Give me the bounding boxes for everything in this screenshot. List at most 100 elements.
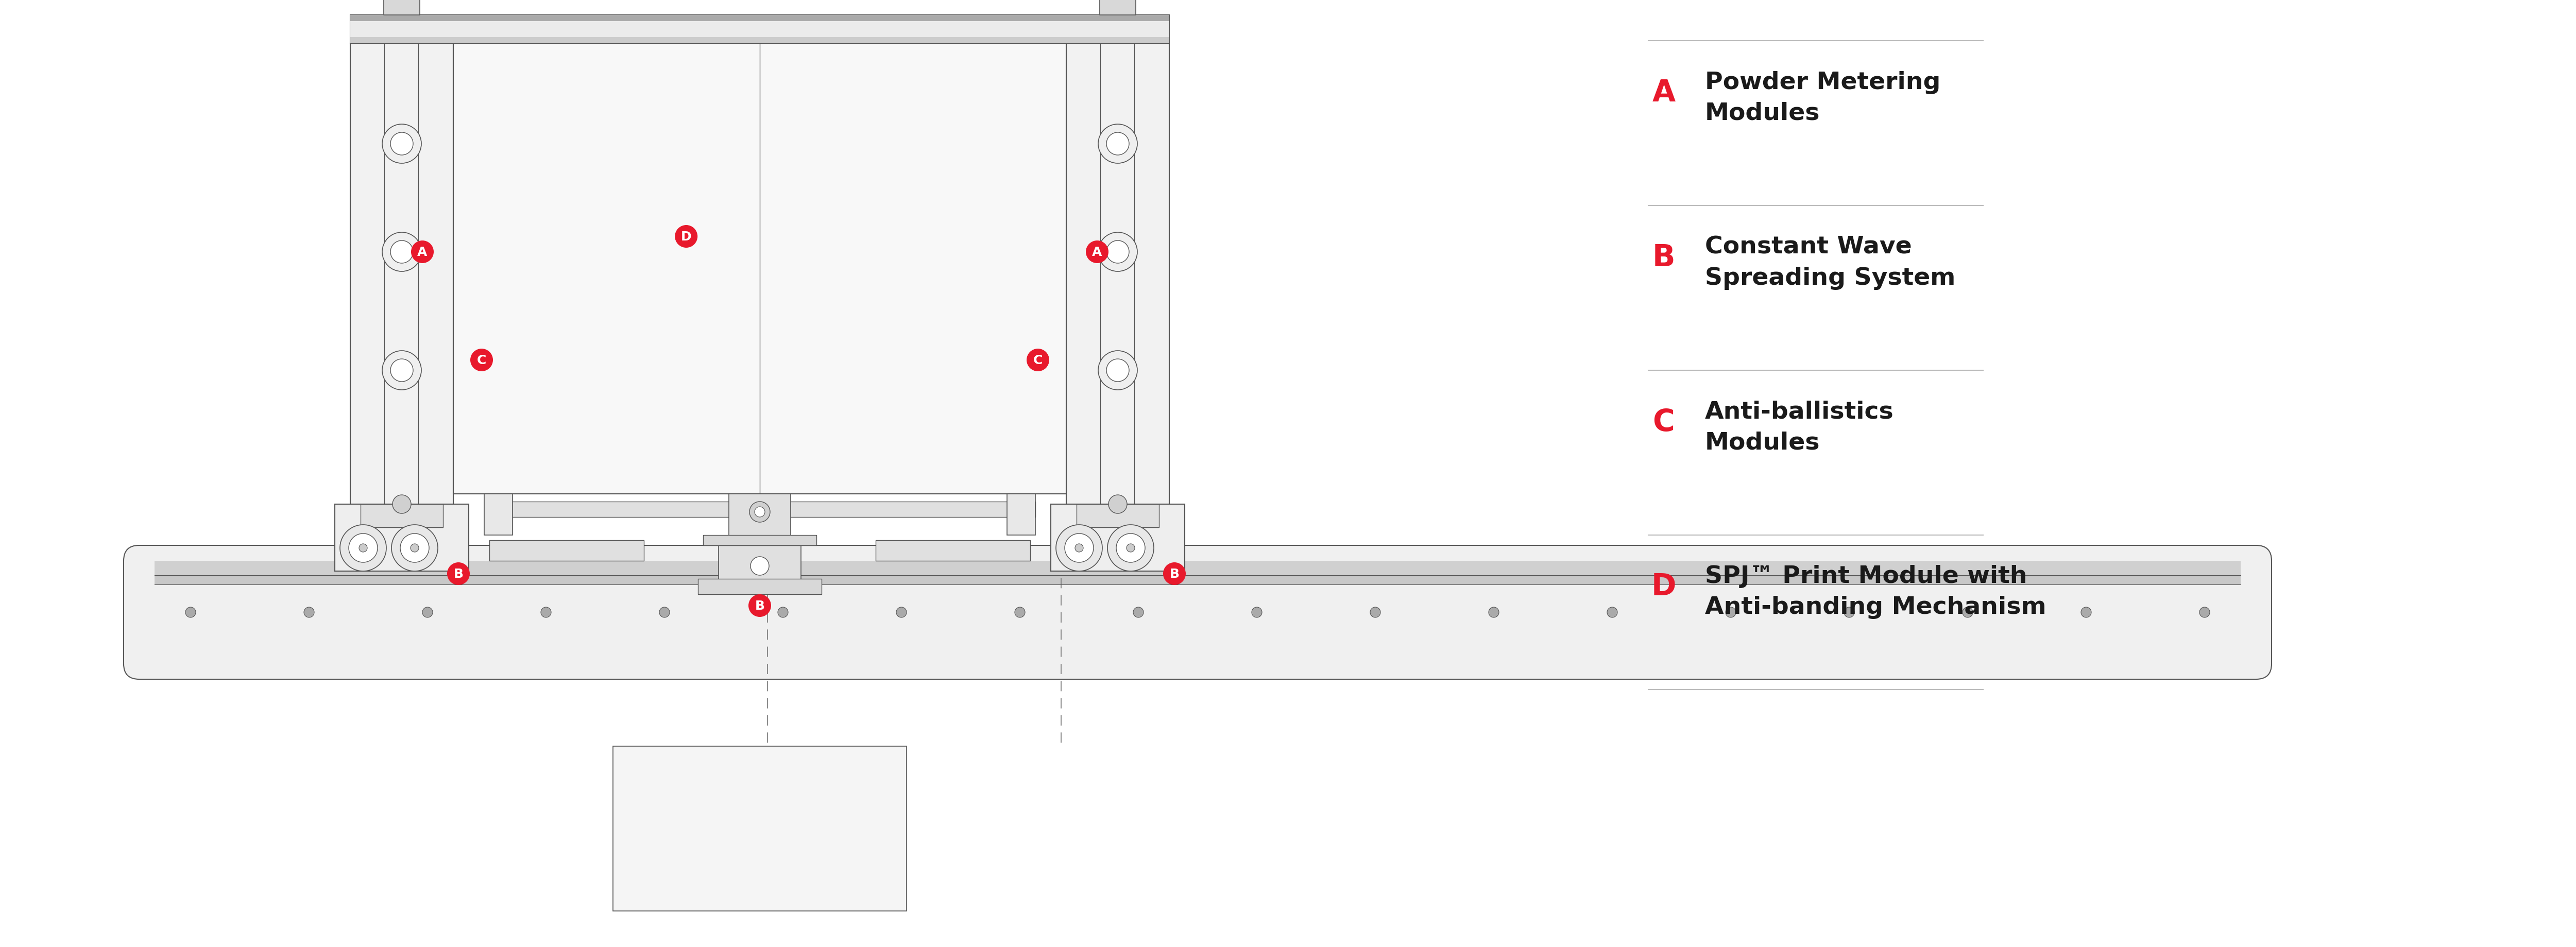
Circle shape [750, 595, 770, 617]
Text: B: B [453, 567, 464, 580]
Circle shape [185, 607, 196, 617]
Circle shape [1097, 125, 1139, 164]
Text: C: C [1033, 354, 1043, 366]
Circle shape [755, 507, 765, 517]
Circle shape [1064, 534, 1095, 563]
Circle shape [750, 502, 770, 523]
Bar [876, 541, 1030, 561]
Circle shape [1108, 241, 1128, 263]
Text: B: B [1651, 242, 1674, 272]
Circle shape [410, 544, 420, 552]
Circle shape [659, 607, 670, 617]
Circle shape [541, 607, 551, 617]
Text: C: C [477, 354, 487, 366]
Circle shape [1126, 544, 1136, 552]
Bar [484, 502, 1036, 517]
Text: Modules: Modules [1705, 431, 1821, 455]
Text: Modules: Modules [1705, 101, 1821, 125]
FancyBboxPatch shape [124, 545, 2272, 679]
Circle shape [392, 495, 412, 513]
Text: A: A [1092, 246, 1103, 259]
Circle shape [1252, 607, 1262, 617]
Bar [350, 38, 1170, 44]
Circle shape [1164, 563, 1185, 585]
Bar [484, 494, 513, 535]
Circle shape [1015, 607, 1025, 617]
Text: C: C [1654, 407, 1674, 437]
Circle shape [1108, 133, 1128, 155]
Polygon shape [384, 0, 420, 15]
Circle shape [381, 125, 422, 164]
Circle shape [1489, 607, 1499, 617]
Circle shape [381, 233, 422, 272]
Circle shape [1726, 607, 1736, 617]
Circle shape [392, 525, 438, 571]
Circle shape [675, 225, 698, 248]
Bar [1007, 494, 1036, 535]
Circle shape [448, 563, 469, 585]
Bar [155, 576, 2241, 584]
Bar [361, 505, 443, 527]
Circle shape [1056, 525, 1103, 571]
Text: B: B [755, 599, 765, 612]
Circle shape [348, 534, 379, 563]
Text: B: B [1170, 567, 1180, 580]
Circle shape [1074, 544, 1084, 552]
Text: A: A [1651, 78, 1674, 107]
Circle shape [304, 607, 314, 617]
Circle shape [1097, 351, 1139, 390]
Circle shape [1108, 359, 1128, 382]
Text: A: A [417, 246, 428, 259]
Bar [350, 44, 453, 505]
Bar [350, 22, 1170, 38]
Circle shape [358, 544, 368, 552]
Polygon shape [1100, 0, 1136, 15]
Bar [1051, 505, 1185, 571]
Bar [453, 44, 1066, 494]
Circle shape [471, 348, 492, 371]
Bar [613, 746, 907, 911]
Circle shape [778, 607, 788, 617]
Circle shape [381, 351, 422, 390]
Text: Spreading System: Spreading System [1705, 266, 1955, 290]
Circle shape [1844, 607, 1855, 617]
Circle shape [1370, 607, 1381, 617]
Circle shape [750, 557, 770, 576]
Text: D: D [1651, 572, 1677, 601]
Circle shape [1108, 495, 1128, 513]
Text: SPJ™ Print Module with: SPJ™ Print Module with [1705, 564, 2027, 588]
Circle shape [1115, 534, 1146, 563]
Circle shape [1963, 607, 1973, 617]
Circle shape [412, 241, 433, 263]
Bar [350, 15, 1170, 22]
Circle shape [1607, 607, 1618, 617]
Circle shape [2081, 607, 2092, 617]
Bar [350, 15, 1170, 44]
Bar [1077, 505, 1159, 527]
Text: Powder Metering: Powder Metering [1705, 71, 1940, 94]
Circle shape [1087, 241, 1108, 263]
Text: Anti-banding Mechanism: Anti-banding Mechanism [1705, 596, 2045, 619]
Circle shape [392, 241, 412, 263]
Circle shape [340, 525, 386, 571]
Circle shape [392, 359, 412, 382]
Bar [335, 505, 469, 571]
Bar [1066, 44, 1170, 505]
Circle shape [1028, 348, 1048, 371]
Text: Constant Wave: Constant Wave [1705, 236, 1911, 259]
Bar [703, 535, 817, 545]
Circle shape [896, 607, 907, 617]
Circle shape [392, 133, 412, 155]
Circle shape [1133, 607, 1144, 617]
Bar [719, 545, 801, 587]
Circle shape [399, 534, 430, 563]
Circle shape [1097, 233, 1139, 272]
Text: D: D [680, 230, 690, 243]
Circle shape [2200, 607, 2210, 617]
Circle shape [422, 607, 433, 617]
Bar [729, 494, 791, 545]
Bar [489, 541, 644, 561]
Circle shape [1108, 525, 1154, 571]
Bar [155, 561, 2241, 576]
Text: Anti-ballistics: Anti-ballistics [1705, 401, 1893, 423]
